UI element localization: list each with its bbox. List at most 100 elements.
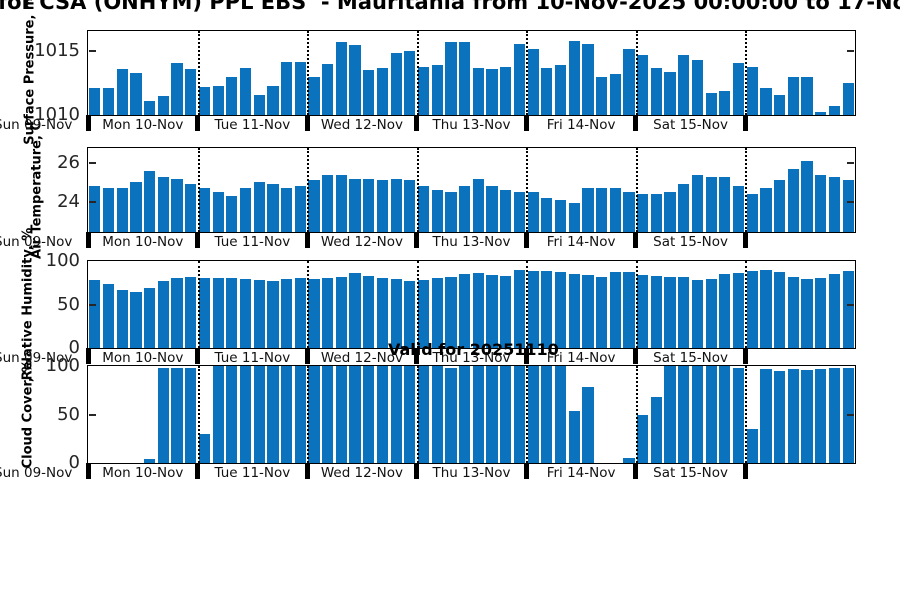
bar-cloud-cover: [376, 366, 389, 463]
bar-cloud-cover: [335, 366, 347, 463]
bar-cloud-cover: [691, 366, 704, 463]
y-tick-mark: [847, 50, 854, 53]
day-boundary-line: [526, 31, 529, 115]
bar-cloud-cover: [212, 366, 224, 463]
bar-surface-pressure: [335, 42, 347, 115]
day-boundary-line: [745, 148, 748, 232]
bar-relative-humidity: [130, 292, 142, 348]
bar-air-temperature: [664, 191, 676, 232]
bar-surface-pressure: [664, 71, 676, 115]
x-tick-mark: [742, 348, 748, 364]
bar-cloud-cover: [144, 459, 156, 463]
day-boundary-line: [635, 148, 638, 232]
bar-relative-humidity: [527, 270, 539, 348]
bar-air-temperature: [842, 180, 854, 232]
bar-cloud-cover: [198, 433, 211, 463]
x-day-label: Sat 15-Nov: [653, 117, 728, 133]
bar-surface-pressure: [294, 61, 306, 115]
bar-surface-pressure: [828, 106, 841, 115]
bar-air-temperature: [774, 180, 786, 232]
bar-cloud-cover: [157, 367, 169, 463]
bar-surface-pressure: [774, 94, 786, 115]
bar-cloud-cover: [527, 366, 539, 463]
x-day-label: Fri 14-Nov: [546, 234, 616, 250]
bar-air-temperature: [459, 186, 471, 232]
bar-surface-pressure: [253, 94, 265, 115]
x-tick-mark: [195, 115, 201, 131]
bar-surface-pressure: [459, 42, 471, 115]
bar-relative-humidity: [637, 274, 649, 348]
bar-air-temperature: [253, 182, 265, 232]
bar-relative-humidity: [760, 269, 772, 348]
bar-cloud-cover: [787, 368, 799, 463]
bar-cloud-cover: [637, 414, 649, 463]
bar-air-temperature: [815, 174, 827, 232]
bar-surface-pressure: [349, 45, 361, 115]
valid-for-annotation: Valid for 20251110: [388, 340, 559, 359]
bar-relative-humidity: [568, 274, 580, 348]
bar-cloud-cover: [171, 367, 183, 463]
x-day-label: Tue 11-Nov: [214, 350, 291, 366]
x-tick-mark: [304, 115, 310, 131]
bar-relative-humidity: [431, 278, 443, 348]
y-tick-label: 1010: [34, 104, 80, 125]
bar-air-temperature: [609, 188, 621, 232]
bar-relative-humidity: [554, 272, 567, 348]
bar-relative-humidity: [459, 274, 471, 348]
bar-surface-pressure: [596, 76, 608, 115]
bar-cloud-cover: [486, 366, 498, 463]
y-tick-label: 50: [57, 293, 80, 315]
bar-cloud-cover: [513, 366, 526, 463]
day-boundary-line: [307, 148, 310, 232]
x-tick-mark: [414, 232, 420, 248]
bar-surface-pressure: [486, 69, 498, 115]
bar-relative-humidity: [376, 277, 389, 348]
bar-air-temperature: [335, 174, 347, 232]
bar-cloud-cover: [472, 366, 484, 463]
bar-relative-humidity: [363, 275, 375, 348]
x-day-label: Sun 09-Nov: [0, 350, 73, 366]
day-boundary-line: [416, 31, 419, 115]
day-boundary-line: [307, 261, 310, 348]
bar-cloud-cover: [363, 366, 375, 463]
day-boundary-line: [745, 261, 748, 348]
bar-air-temperature: [322, 174, 334, 232]
x-day-label: Mon 10-Nov: [102, 234, 184, 250]
bar-cloud-cover: [308, 366, 320, 463]
bar-surface-pressure: [102, 88, 115, 115]
x-tick-mark: [523, 232, 529, 248]
bar-surface-pressure: [582, 43, 594, 115]
bar-cloud-cover: [445, 367, 457, 463]
bar-cloud-cover: [349, 366, 361, 463]
bar-air-temperature: [116, 188, 128, 232]
bar-surface-pressure: [746, 66, 758, 115]
x-day-label: Wed 12-Nov: [320, 117, 403, 133]
y-tick-label: 0: [68, 337, 80, 358]
bar-air-temperature: [596, 188, 608, 232]
y-tick-mark: [847, 200, 854, 203]
bar-surface-pressure: [130, 73, 142, 115]
bar-cloud-cover: [664, 366, 676, 463]
bar-surface-pressure: [280, 61, 293, 115]
bar-relative-humidity: [212, 277, 224, 348]
y-tick-label: 26: [57, 152, 80, 174]
day-boundary-line: [197, 148, 200, 232]
bar-relative-humidity: [719, 274, 731, 348]
bar-cloud-cover: [322, 366, 334, 463]
y-tick-label: 50: [57, 403, 80, 425]
y-tick-mark: [89, 50, 96, 53]
bar-air-temperature: [212, 191, 224, 232]
day-boundary-line: [635, 261, 638, 348]
bar-surface-pressure: [472, 67, 484, 115]
bar-relative-humidity: [322, 278, 334, 348]
bar-cloud-cover: [705, 366, 717, 463]
bar-air-temperature: [637, 193, 649, 232]
bar-relative-humidity: [650, 275, 662, 348]
bar-air-temperature: [349, 178, 361, 232]
y-tick-label: 100: [45, 355, 80, 376]
x-day-label: Tue 11-Nov: [214, 117, 291, 133]
bar-cloud-cover: [678, 366, 690, 463]
bar-surface-pressure: [609, 74, 621, 115]
y-tick-label: 1015: [34, 40, 80, 62]
y-tick-label: 24: [57, 190, 80, 212]
